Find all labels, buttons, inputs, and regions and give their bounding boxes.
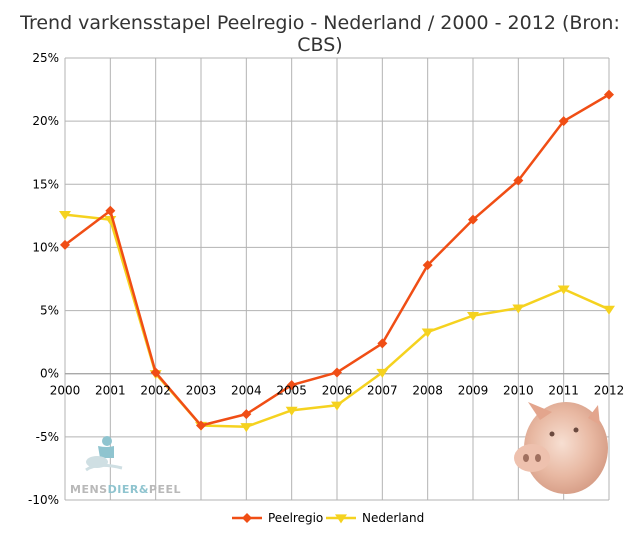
y-tick-label: 5% — [40, 304, 59, 318]
data-point — [557, 285, 570, 295]
data-point — [332, 367, 342, 378]
x-tick-label: 2008 — [412, 384, 443, 398]
data-point — [512, 304, 525, 314]
data-point — [59, 210, 71, 220]
y-tick-label: 15% — [32, 177, 59, 191]
data-point — [513, 175, 524, 186]
data-point — [558, 116, 569, 127]
y-tick-label: 20% — [32, 114, 59, 128]
data-point — [604, 89, 614, 100]
logo: MENSDIER&PEEL — [70, 436, 181, 496]
series-peelregio — [60, 89, 614, 431]
x-tick-label: 2000 — [50, 384, 81, 398]
logo-part-peel: PEEL — [149, 483, 181, 496]
x-tick-label: 2009 — [458, 384, 489, 398]
x-tick-label: 2005 — [276, 384, 307, 398]
x-tick-label: 2012 — [594, 384, 625, 398]
data-point — [421, 328, 434, 338]
data-point — [286, 380, 297, 391]
chart-title: Trend varkensstapel Peelregio - Nederlan… — [20, 12, 620, 56]
person-with-animal-icon — [85, 436, 123, 472]
y-tick-label: -10% — [28, 493, 59, 507]
logo-part-mens: MENS — [70, 483, 108, 496]
y-tick-label: 0% — [40, 367, 59, 381]
logo-part-amp: & — [139, 483, 149, 496]
x-tick-label: 2001 — [95, 384, 126, 398]
data-point — [467, 312, 479, 322]
data-point — [422, 260, 433, 271]
data-point — [196, 420, 206, 431]
data-point — [105, 205, 116, 216]
legend-marker — [242, 513, 252, 523]
svg-text:MENSDIER&PEEL: MENSDIER&PEEL — [70, 483, 181, 496]
legend-label: Peelregio — [268, 511, 323, 525]
data-point — [241, 409, 252, 420]
y-tick-label: -5% — [36, 430, 59, 444]
x-tick-label: 2010 — [503, 384, 534, 398]
pig-icon — [514, 402, 608, 494]
data-point — [468, 214, 478, 225]
x-tick-label: 2006 — [322, 384, 353, 398]
data-point — [60, 239, 70, 250]
data-point — [603, 305, 615, 315]
x-tick-label: 2007 — [367, 384, 398, 398]
data-point — [150, 367, 161, 378]
logo-part-dier: DIER — [108, 483, 139, 496]
legend-label: Nederland — [362, 511, 424, 525]
legend-item-peelregio: Peelregio — [232, 511, 323, 525]
data-point — [331, 401, 343, 411]
data-point — [240, 423, 253, 433]
x-tick-label: 2003 — [186, 384, 217, 398]
data-point — [377, 338, 388, 349]
data-point — [376, 368, 389, 378]
x-tick-label: 2002 — [140, 384, 171, 398]
legend-item-nederland: Nederland — [326, 511, 424, 525]
data-point — [285, 406, 298, 416]
y-tick-label: 10% — [32, 240, 59, 254]
legend-marker — [335, 514, 347, 524]
x-tick-label: 2004 — [231, 384, 262, 398]
y-tick-label: 25% — [32, 51, 59, 65]
x-tick-label: 2011 — [548, 384, 579, 398]
